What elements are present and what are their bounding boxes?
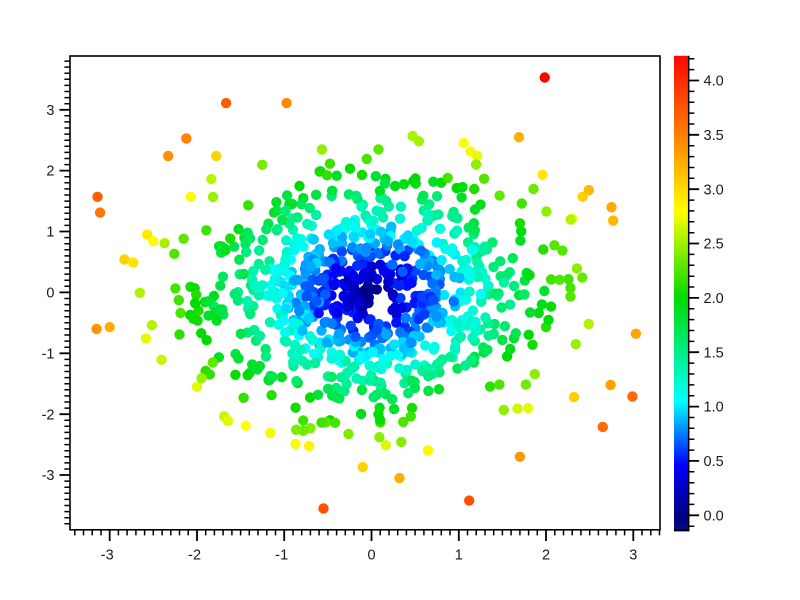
svg-text:2: 2 (542, 548, 550, 564)
svg-text:-: - (188, 548, 193, 564)
svg-text:0.0: 0.0 (704, 508, 724, 524)
svg-text:0.5: 0.5 (704, 454, 724, 470)
svg-text:0: 0 (46, 286, 54, 302)
svg-text:0: 0 (367, 548, 375, 564)
svg-text:1.5: 1.5 (704, 345, 724, 361)
svg-text:1.0: 1.0 (704, 400, 724, 416)
svg-text:2: 2 (46, 164, 54, 180)
svg-text:2: 2 (193, 548, 201, 564)
svg-text:1: 1 (455, 548, 463, 564)
svg-text:3: 3 (629, 548, 637, 564)
svg-text:2.5: 2.5 (704, 237, 724, 253)
svg-text:3: 3 (46, 103, 54, 119)
svg-text:1: 1 (280, 548, 288, 564)
svg-text:-1: -1 (42, 346, 55, 362)
svg-text:3.0: 3.0 (704, 182, 724, 198)
svg-text:-: - (101, 548, 106, 564)
svg-text:3: 3 (106, 548, 114, 564)
svg-text:4.0: 4.0 (704, 74, 724, 90)
svg-text:-2: -2 (42, 407, 55, 423)
svg-text:-3: -3 (42, 468, 55, 484)
svg-text:-: - (275, 548, 280, 564)
svg-text:2.0: 2.0 (704, 291, 724, 307)
svg-text:1: 1 (46, 225, 54, 241)
svg-text:3.5: 3.5 (704, 128, 724, 144)
